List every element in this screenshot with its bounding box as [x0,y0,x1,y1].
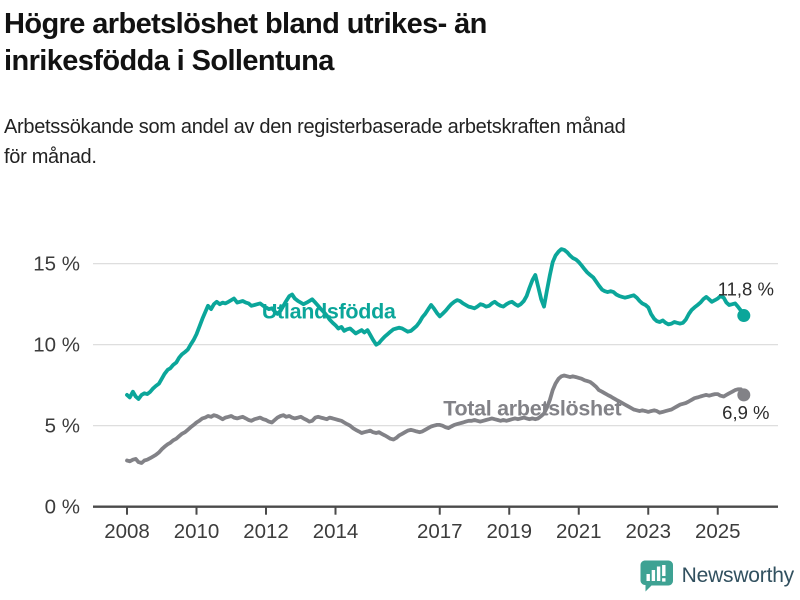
y-tick-label: 5 % [45,415,80,438]
x-tick-label: 2019 [486,520,532,543]
series-line-utlandsfodda [125,247,746,401]
series-end-value-label: 6,9 % [722,402,769,423]
page-title-line-2: inrikesfödda i Sollentuna [4,45,334,77]
series-label-total: Total arbetslöshet [443,397,621,421]
x-tick-label: 2017 [417,520,463,543]
x-tick-label: 2023 [625,520,671,543]
series-end-value-label: 11,8 % [718,279,774,300]
y-tick-label: 0 % [45,496,80,519]
speech-bubble-shape [640,560,673,592]
page-title-line-1: Högre arbetslöshet bland utrikes- än [4,8,487,40]
series-line-total [125,373,746,465]
chart-subtitle: Arbetssökande som andel av den registerb… [4,112,784,172]
newsworthy-logo-icon [640,560,673,592]
series-label-utlandsfodda: Utlandsfödda [262,299,397,323]
y-tick-label: 10 % [33,334,80,357]
series-end-dot-total [737,388,751,402]
x-tick-label: 2025 [695,520,741,543]
chart-subtitle-line-2: för månad. [4,146,97,168]
x-tick-label: 2010 [174,520,220,543]
chart-subtitle-line-1: Arbetssökande som andel av den registerb… [4,116,626,138]
series-end-dot-utlandsfodda [737,309,751,323]
y-tick-label: 15 % [33,253,80,276]
newsworthy-branding: Newsworthy [638,559,794,592]
x-tick-label: 2021 [556,520,602,543]
x-tick-label: 2012 [243,520,289,543]
brand-name: Newsworthy [681,563,795,587]
chart-header: Högre arbetslöshet bland utrikes- än inr… [4,6,784,172]
x-tick-label: 2014 [313,520,359,543]
x-tick-label: 2008 [104,520,150,543]
